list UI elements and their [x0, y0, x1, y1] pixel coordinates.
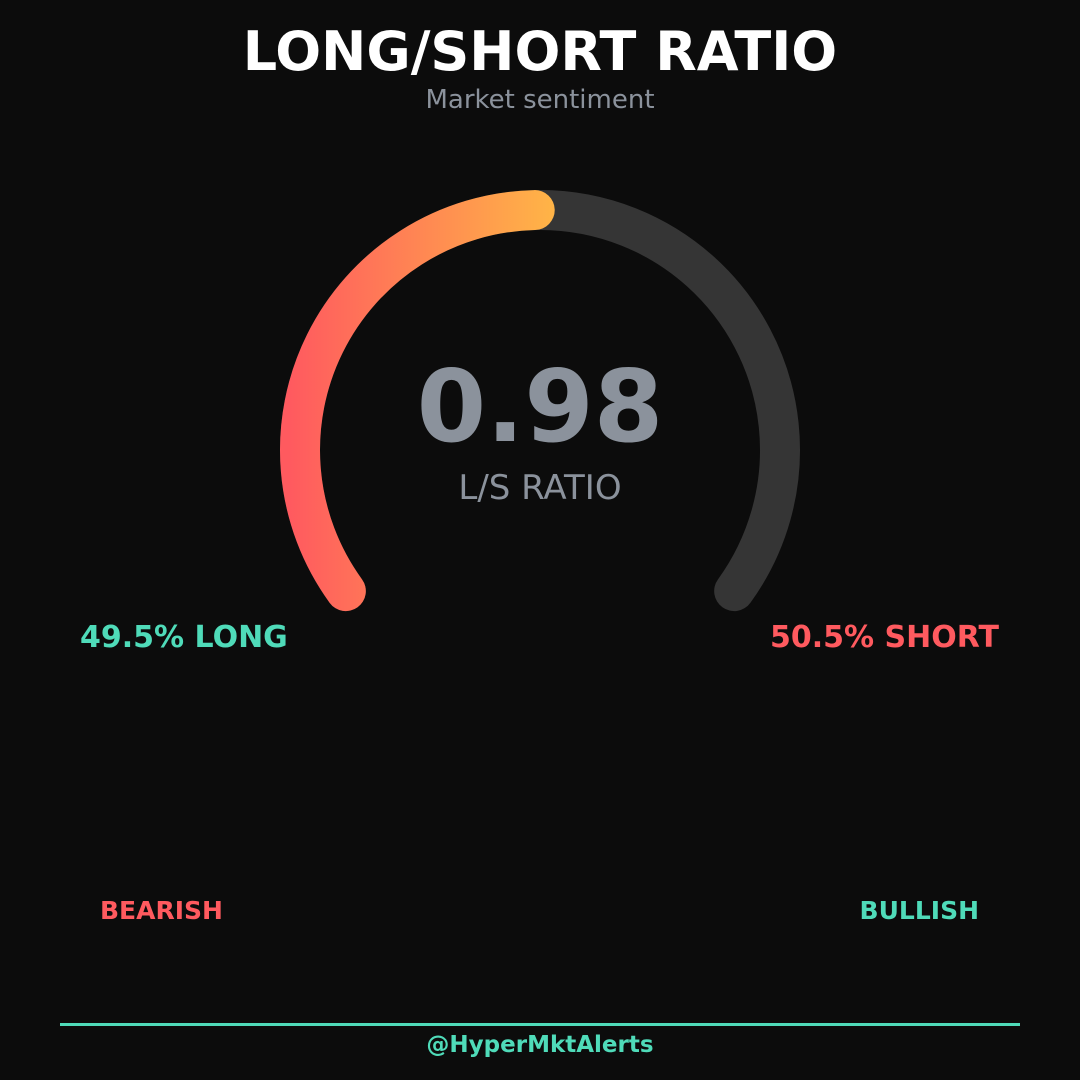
short-percentage: 50.5% SHORT [770, 620, 999, 655]
footer-divider [60, 1023, 1020, 1026]
long-percentage: 49.5% LONG [80, 620, 288, 655]
footer-handle: @HyperMktAlerts [426, 1032, 654, 1058]
ratio-label: L/S RATIO [458, 468, 622, 508]
ratio-value: 0.98 [416, 348, 664, 465]
bearish-label: BEARISH [100, 896, 223, 925]
page-subtitle: Market sentiment [425, 85, 655, 115]
bullish-label: BULLISH [859, 896, 979, 925]
page-title: LONG/SHORT RATIO [242, 20, 838, 83]
gauge-fill-long [280, 190, 555, 612]
